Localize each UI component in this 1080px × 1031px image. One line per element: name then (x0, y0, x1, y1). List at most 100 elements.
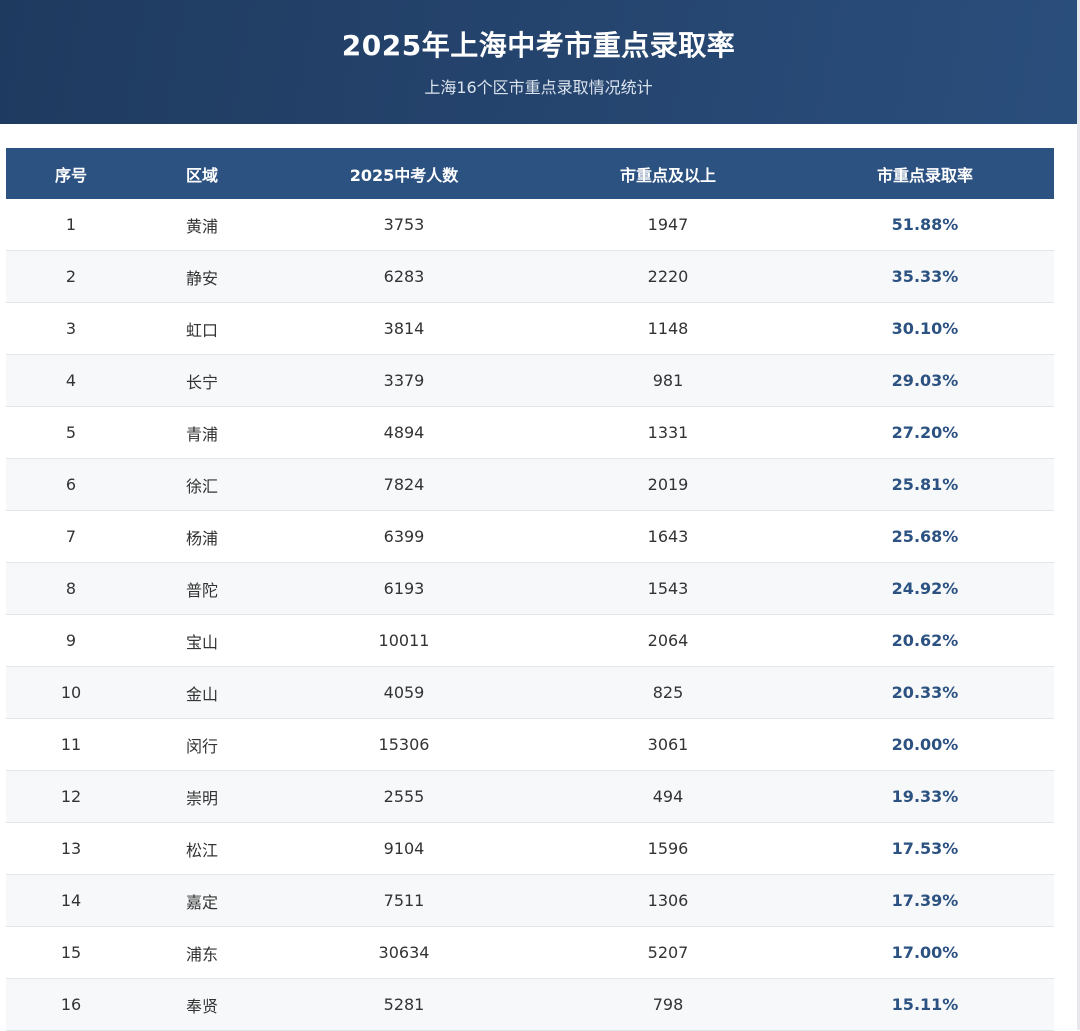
row-index: 16 (6, 978, 136, 1031)
row-candidates: 3814 (268, 302, 540, 355)
row-rate: 19.33% (796, 770, 1054, 823)
table-row: 4 长宁 3379 981 29.03% (6, 354, 1054, 407)
table-row: 7 杨浦 6399 1643 25.68% (6, 510, 1054, 563)
column-header-admitted: 市重点及以上 (540, 148, 796, 199)
row-admitted: 798 (540, 978, 796, 1031)
table-row: 10 金山 4059 825 20.33% (6, 666, 1054, 719)
row-index: 7 (6, 510, 136, 563)
row-rate: 20.00% (796, 718, 1054, 771)
row-admitted: 1331 (540, 406, 796, 459)
column-header-rate: 市重点录取率 (796, 148, 1054, 199)
row-rate: 27.20% (796, 406, 1054, 459)
row-admitted: 5207 (540, 926, 796, 979)
row-district: 闵行 (136, 718, 268, 771)
row-district: 崇明 (136, 770, 268, 823)
column-header-district: 区域 (136, 148, 268, 199)
row-candidates: 6193 (268, 562, 540, 615)
row-district: 静安 (136, 250, 268, 303)
table-row: 5 青浦 4894 1331 27.20% (6, 406, 1054, 459)
row-rate: 51.88% (796, 199, 1054, 251)
row-index: 4 (6, 354, 136, 407)
row-rate: 17.00% (796, 926, 1054, 979)
row-admitted: 2220 (540, 250, 796, 303)
row-district: 徐汇 (136, 458, 268, 511)
row-admitted: 1596 (540, 822, 796, 875)
row-admitted: 825 (540, 666, 796, 719)
table-row: 11 闵行 15306 3061 20.00% (6, 718, 1054, 771)
row-candidates: 4059 (268, 666, 540, 719)
scrollbar-track[interactable] (1077, 0, 1080, 1030)
row-index: 5 (6, 406, 136, 459)
table-row: 3 虹口 3814 1148 30.10% (6, 302, 1054, 355)
row-candidates: 9104 (268, 822, 540, 875)
admission-rate-table: 序号 区域 2025中考人数 市重点及以上 市重点录取率 1 黄浦 3753 1947… (6, 148, 1054, 1031)
row-district: 浦东 (136, 926, 268, 979)
table-row: 16 奉贤 5281 798 15.11% (6, 978, 1054, 1031)
page-title: 2025年上海中考市重点录取率 (341, 29, 736, 62)
row-rate: 25.68% (796, 510, 1054, 563)
row-rate: 24.92% (796, 562, 1054, 615)
table-row: 8 普陀 6193 1543 24.92% (6, 562, 1054, 615)
row-index: 8 (6, 562, 136, 615)
row-district: 金山 (136, 666, 268, 719)
row-district: 青浦 (136, 406, 268, 459)
row-rate: 30.10% (796, 302, 1054, 355)
row-rate: 20.33% (796, 666, 1054, 719)
table-row: 15 浦东 30634 5207 17.00% (6, 926, 1054, 979)
row-admitted: 1543 (540, 562, 796, 615)
row-candidates: 7511 (268, 874, 540, 927)
row-admitted: 3061 (540, 718, 796, 771)
table-row: 13 松江 9104 1596 17.53% (6, 822, 1054, 875)
row-index: 13 (6, 822, 136, 875)
page-header: 2025年上海中考市重点录取率 上海16个区市重点录取情况统计 (0, 0, 1077, 124)
row-district: 嘉定 (136, 874, 268, 927)
column-header-candidates: 2025中考人数 (268, 148, 540, 199)
column-header-index: 序号 (6, 148, 136, 199)
row-rate: 15.11% (796, 978, 1054, 1031)
row-candidates: 2555 (268, 770, 540, 823)
row-index: 14 (6, 874, 136, 927)
row-candidates: 5281 (268, 978, 540, 1031)
row-rate: 17.39% (796, 874, 1054, 927)
row-index: 2 (6, 250, 136, 303)
page-subtitle: 上海16个区市重点录取情况统计 (424, 78, 653, 97)
table-row: 9 宝山 10011 2064 20.62% (6, 614, 1054, 667)
row-district: 宝山 (136, 614, 268, 667)
row-candidates: 3753 (268, 199, 540, 251)
row-district: 松江 (136, 822, 268, 875)
row-index: 10 (6, 666, 136, 719)
row-candidates: 6283 (268, 250, 540, 303)
row-admitted: 494 (540, 770, 796, 823)
row-rate: 29.03% (796, 354, 1054, 407)
row-candidates: 10011 (268, 614, 540, 667)
table-row: 12 崇明 2555 494 19.33% (6, 770, 1054, 823)
row-district: 普陀 (136, 562, 268, 615)
row-rate: 35.33% (796, 250, 1054, 303)
row-rate: 20.62% (796, 614, 1054, 667)
row-index: 6 (6, 458, 136, 511)
row-index: 3 (6, 302, 136, 355)
row-admitted: 1643 (540, 510, 796, 563)
table-row: 1 黄浦 3753 1947 51.88% (6, 199, 1054, 251)
row-rate: 17.53% (796, 822, 1054, 875)
row-candidates: 4894 (268, 406, 540, 459)
row-candidates: 15306 (268, 718, 540, 771)
row-index: 1 (6, 199, 136, 251)
row-candidates: 7824 (268, 458, 540, 511)
table-row: 14 嘉定 7511 1306 17.39% (6, 874, 1054, 927)
row-index: 12 (6, 770, 136, 823)
table-header-row: 序号 区域 2025中考人数 市重点及以上 市重点录取率 (6, 148, 1054, 199)
row-candidates: 3379 (268, 354, 540, 407)
row-district: 长宁 (136, 354, 268, 407)
row-admitted: 981 (540, 354, 796, 407)
row-index: 11 (6, 718, 136, 771)
row-district: 黄浦 (136, 199, 268, 251)
row-district: 虹口 (136, 302, 268, 355)
row-rate: 25.81% (796, 458, 1054, 511)
table-row: 2 静安 6283 2220 35.33% (6, 250, 1054, 303)
row-candidates: 30634 (268, 926, 540, 979)
row-district: 奉贤 (136, 978, 268, 1031)
row-admitted: 1947 (540, 199, 796, 251)
row-candidates: 6399 (268, 510, 540, 563)
table-row: 6 徐汇 7824 2019 25.81% (6, 458, 1054, 511)
